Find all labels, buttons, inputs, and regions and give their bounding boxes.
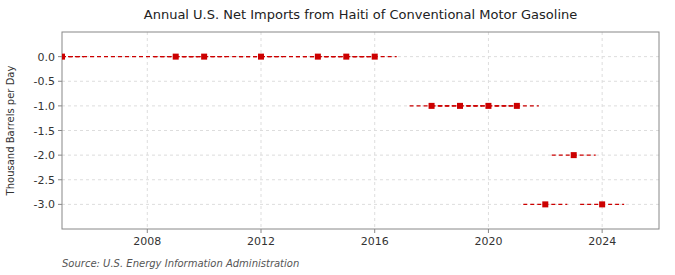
y-grid-line <box>62 105 659 106</box>
x-tick-label: 2020 <box>474 235 502 248</box>
y-tick-label: -0.5 <box>34 75 55 88</box>
point <box>343 54 349 60</box>
point <box>258 54 264 60</box>
x-tick-label: 2008 <box>133 235 161 248</box>
title: Annual U.S. Net Imports from Haiti of Co… <box>144 7 577 22</box>
y-tick-label: -2.5 <box>34 174 55 187</box>
y-grid-line <box>62 56 659 57</box>
source: Source: U.S. Energy Information Administ… <box>62 258 299 269</box>
point <box>201 54 207 60</box>
point <box>429 103 435 109</box>
y-tick <box>58 56 62 57</box>
point <box>485 103 491 109</box>
y-tick <box>58 81 62 82</box>
y-tick <box>58 179 62 180</box>
y-axis-label: Thousand Barrels per Day <box>5 66 16 197</box>
x-tick <box>488 229 489 233</box>
y-tick <box>58 105 62 106</box>
point-dash <box>62 56 84 57</box>
point <box>173 54 179 60</box>
y-tick-label: -1.5 <box>34 125 55 138</box>
y-tick-label: -3.0 <box>34 198 55 211</box>
point <box>62 54 65 60</box>
x-tick <box>374 229 375 233</box>
x-tick <box>147 229 148 233</box>
y-grid-line <box>62 155 659 156</box>
y-grid-line <box>62 130 659 131</box>
point <box>514 103 520 109</box>
plot-frame <box>62 32 659 229</box>
x-tick-label: 2016 <box>361 235 389 248</box>
y-tick-label: -1.0 <box>34 100 55 113</box>
y-tick <box>58 155 62 156</box>
point <box>315 54 321 60</box>
y-grid-line <box>62 179 659 180</box>
point <box>542 201 548 207</box>
x-tick-label: 2024 <box>588 235 616 248</box>
point <box>372 54 378 60</box>
point <box>599 201 605 207</box>
y-tick <box>58 204 62 205</box>
point <box>457 103 463 109</box>
grid <box>62 32 659 229</box>
x-tick-label: 2012 <box>247 235 275 248</box>
y-grid-line <box>62 81 659 82</box>
y-tick <box>58 130 62 131</box>
point <box>571 152 577 158</box>
y-tick-label: -2.0 <box>34 149 55 162</box>
y-tick-label: 0.0 <box>38 51 56 64</box>
connector <box>62 56 176 57</box>
x-tick <box>602 229 603 233</box>
y-grid-line <box>62 204 659 205</box>
x-tick <box>261 229 262 233</box>
marks <box>62 54 624 208</box>
chart: 2008 2012 2016 2020 2024 0.0 -0.5 -1.0 -1.5 -2.0 -… <box>0 0 675 275</box>
axes: 2008 2012 2016 2020 2024 0.0 -0.5 -1.0 -1.5 -2.0 -… <box>34 32 659 248</box>
